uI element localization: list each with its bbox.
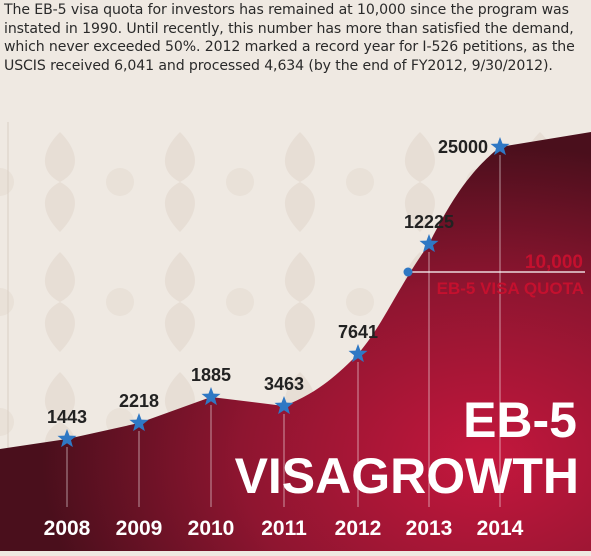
title-line-1: EB-5	[463, 392, 577, 448]
quota-text-label: EB-5 VISA QUOTA	[437, 279, 584, 298]
year-label-2010: 2010	[188, 517, 235, 540]
quota-marker: 10,000 EB-5 VISA QUOTA	[403, 252, 585, 298]
value-label-2013: 12225	[404, 212, 454, 232]
star-marker-2008	[57, 429, 77, 448]
title-line-2: VISAGROWTH	[235, 448, 579, 504]
quota-value-label: 10,000	[525, 252, 583, 273]
value-label-2008: 1443	[47, 407, 87, 427]
value-label-2012: 7641	[338, 322, 378, 342]
visa-growth-chart: 10,000 EB-5 VISA QUOTA 1443 2218 1885 3463 7…	[0, 122, 591, 551]
value-label-2014: 25000	[438, 137, 488, 157]
year-label-2008: 2008	[44, 517, 91, 540]
value-label-2011: 3463	[264, 374, 304, 394]
year-label-2009: 2009	[116, 517, 163, 540]
year-label-2014: 2014	[477, 517, 524, 540]
drop-lines	[66, 155, 501, 507]
quota-dot	[403, 267, 413, 277]
star-marker-2010	[201, 387, 221, 406]
star-marker-2012	[348, 344, 368, 363]
growth-area	[0, 132, 591, 551]
year-label-2011: 2011	[261, 517, 307, 540]
intro-paragraph: The EB-5 visa quota for investors has re…	[4, 2, 575, 74]
value-label-2010: 1885	[191, 365, 231, 385]
star-marker-2014	[490, 137, 510, 156]
star-marker-2009	[129, 413, 149, 432]
data-stars	[57, 137, 510, 448]
year-label-2013: 2013	[406, 517, 453, 540]
value-labels: 1443 2218 1885 3463 7641 12225 25000	[47, 137, 488, 427]
chart-area: 10,000 EB-5 VISA QUOTA 1443 2218 1885 3463 7…	[0, 122, 591, 551]
year-labels: 2008 2009 2010 2011 2012 2013 2014	[44, 517, 524, 540]
year-label-2012: 2012	[335, 517, 382, 540]
star-marker-2013	[419, 234, 439, 253]
star-marker-2011	[274, 396, 294, 415]
value-label-2009: 2218	[119, 391, 159, 411]
